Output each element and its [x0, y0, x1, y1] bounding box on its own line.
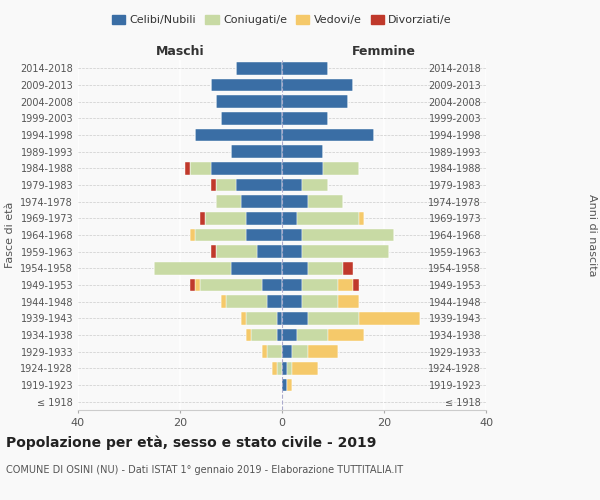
Bar — [302, 179, 328, 192]
Bar — [359, 312, 420, 324]
Bar — [216, 246, 257, 258]
Bar — [231, 262, 282, 274]
Bar — [282, 112, 328, 124]
Bar — [154, 262, 231, 274]
Bar — [292, 346, 308, 358]
Bar — [282, 296, 302, 308]
Text: Maschi: Maschi — [155, 44, 205, 58]
Bar — [308, 196, 343, 208]
Bar — [277, 329, 282, 341]
Bar — [282, 179, 302, 192]
Bar — [302, 296, 338, 308]
Bar — [246, 229, 282, 241]
Bar — [272, 362, 277, 374]
Bar — [282, 312, 308, 324]
Bar — [282, 229, 302, 241]
Bar — [246, 329, 251, 341]
Bar — [282, 162, 323, 174]
Bar — [338, 296, 359, 308]
Bar — [328, 329, 364, 341]
Bar — [277, 312, 282, 324]
Bar — [236, 179, 282, 192]
Y-axis label: Fasce di età: Fasce di età — [5, 202, 15, 268]
Bar — [211, 162, 282, 174]
Bar — [211, 246, 216, 258]
Bar — [262, 279, 282, 291]
Bar — [196, 129, 282, 141]
Bar — [241, 196, 282, 208]
Bar — [308, 346, 338, 358]
Bar — [185, 162, 190, 174]
Bar — [282, 96, 348, 108]
Bar — [266, 346, 282, 358]
Bar — [211, 79, 282, 92]
Bar — [241, 312, 246, 324]
Text: Femmine: Femmine — [352, 44, 416, 58]
Bar — [282, 246, 302, 258]
Bar — [282, 362, 287, 374]
Bar — [282, 262, 308, 274]
Bar — [308, 312, 359, 324]
Bar — [282, 212, 298, 224]
Bar — [302, 246, 389, 258]
Bar — [302, 279, 338, 291]
Bar — [282, 62, 328, 74]
Text: COMUNE DI OSINI (NU) - Dati ISTAT 1° gennaio 2019 - Elaborazione TUTTITALIA.IT: COMUNE DI OSINI (NU) - Dati ISTAT 1° gen… — [6, 465, 403, 475]
Bar — [282, 329, 298, 341]
Bar — [282, 146, 323, 158]
Bar — [190, 162, 211, 174]
Legend: Celibi/Nubili, Coniugati/e, Vedovi/e, Divorziati/e: Celibi/Nubili, Coniugati/e, Vedovi/e, Di… — [107, 10, 457, 30]
Bar — [262, 346, 266, 358]
Bar — [236, 62, 282, 74]
Bar — [282, 379, 287, 391]
Bar — [257, 246, 282, 258]
Bar — [251, 329, 277, 341]
Bar — [221, 296, 226, 308]
Bar — [216, 196, 241, 208]
Bar — [287, 379, 292, 391]
Bar — [282, 79, 353, 92]
Bar — [277, 362, 282, 374]
Bar — [221, 112, 282, 124]
Text: Anni di nascita: Anni di nascita — [587, 194, 597, 276]
Bar — [195, 229, 246, 241]
Bar — [231, 146, 282, 158]
Bar — [282, 196, 308, 208]
Bar — [266, 296, 282, 308]
Bar — [200, 279, 262, 291]
Bar — [353, 279, 359, 291]
Bar — [246, 212, 282, 224]
Bar — [287, 362, 292, 374]
Bar — [323, 162, 359, 174]
Bar — [308, 262, 343, 274]
Bar — [282, 279, 302, 291]
Bar — [226, 296, 266, 308]
Bar — [190, 229, 196, 241]
Text: Popolazione per età, sesso e stato civile - 2019: Popolazione per età, sesso e stato civil… — [6, 435, 376, 450]
Bar — [302, 229, 394, 241]
Bar — [292, 362, 318, 374]
Bar — [200, 212, 205, 224]
Bar — [298, 212, 359, 224]
Bar — [190, 279, 196, 291]
Bar — [282, 129, 374, 141]
Bar — [359, 212, 364, 224]
Bar — [196, 279, 200, 291]
Bar — [246, 312, 277, 324]
Bar — [343, 262, 353, 274]
Bar — [211, 179, 216, 192]
Bar — [298, 329, 328, 341]
Bar — [216, 96, 282, 108]
Bar — [338, 279, 353, 291]
Bar — [282, 346, 292, 358]
Bar — [205, 212, 246, 224]
Bar — [216, 179, 236, 192]
